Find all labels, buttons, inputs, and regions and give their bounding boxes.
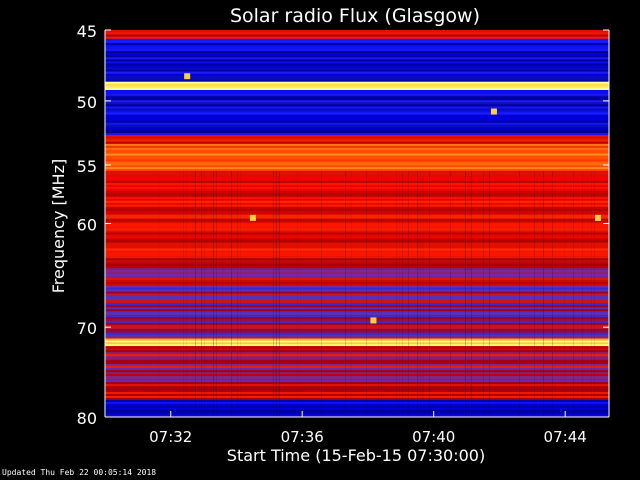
- y-axis-label: Frequency [MHz]: [49, 159, 68, 293]
- frequency-band: [105, 346, 609, 401]
- y-tick-label: 80: [77, 409, 97, 428]
- x-tick-label: 07:44: [544, 428, 587, 446]
- hotspot: [249, 214, 256, 221]
- frequency-band: [105, 134, 609, 145]
- x-tick-label: 07:32: [149, 428, 192, 446]
- x-tick-label: 07:40: [412, 428, 455, 446]
- hotspot: [490, 108, 497, 115]
- frequency-band: [105, 287, 609, 339]
- frequency-band: [105, 399, 609, 418]
- spectrogram-heatmap: [105, 30, 609, 418]
- frequency-band: [105, 90, 609, 136]
- y-axis-ticks: 45 50 55 60 70 80: [77, 22, 609, 428]
- y-tick-label: 60: [77, 216, 97, 235]
- chart-title: Solar radio Flux (Glasgow): [230, 5, 480, 27]
- updated-timestamp: Updated Thu Feb 22 00:05:14 2018: [2, 468, 157, 477]
- frequency-band: [105, 143, 609, 172]
- x-tick-label: 07:36: [281, 428, 324, 446]
- y-tick-label: 45: [77, 22, 97, 41]
- frequency-band: [105, 338, 609, 347]
- y-tick-label: 50: [77, 93, 97, 112]
- x-axis-ticks: 07:32 07:36 07:40 07:44: [149, 411, 587, 446]
- y-tick-label: 70: [77, 319, 97, 338]
- frequency-band: [105, 30, 609, 40]
- x-axis-label: Start Time (15-Feb-15 07:30:00): [227, 446, 485, 465]
- frequency-band: [105, 256, 609, 288]
- hotspot: [184, 73, 191, 80]
- frequency-band: [105, 81, 609, 91]
- time-streaks: [105, 171, 595, 417]
- y-tick-label: 55: [77, 157, 97, 176]
- hotspot: [595, 214, 602, 221]
- frequency-band: [105, 38, 609, 83]
- hotspot: [370, 317, 377, 324]
- frequency-band: [105, 171, 609, 257]
